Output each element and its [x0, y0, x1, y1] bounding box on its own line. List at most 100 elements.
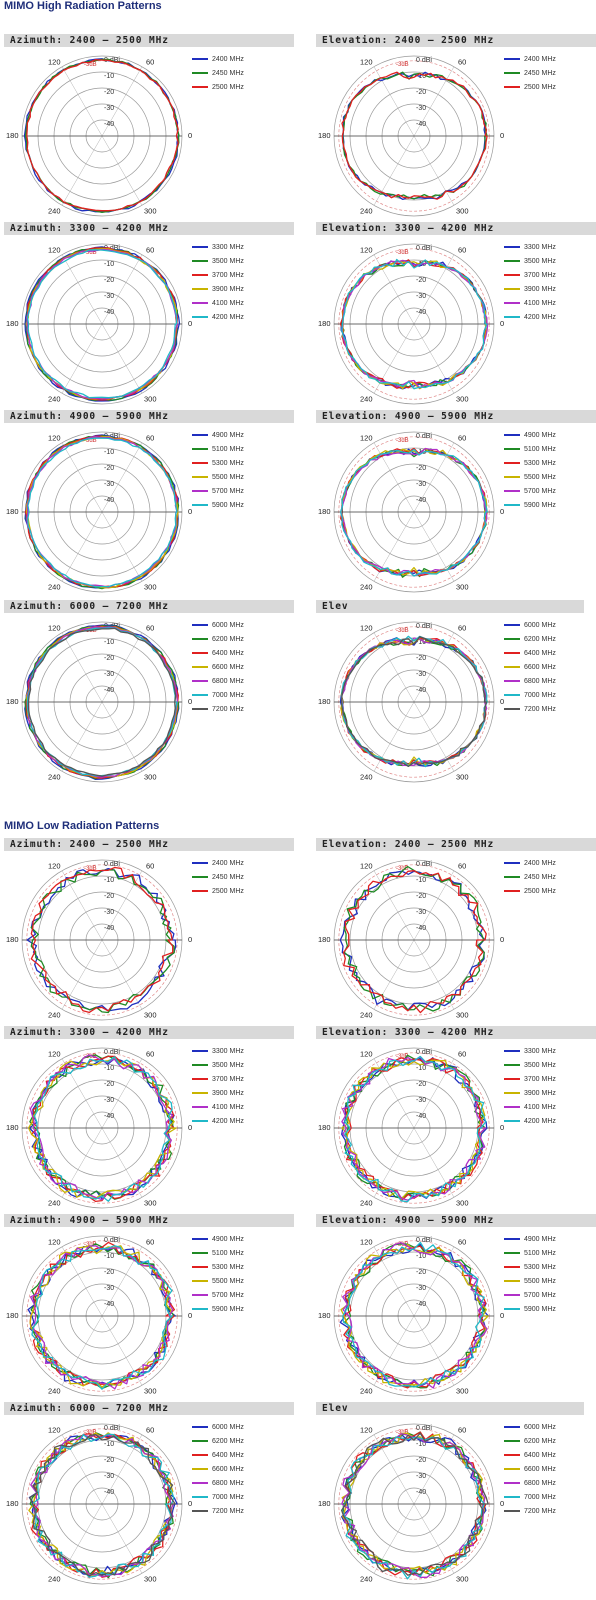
legend-swatch	[192, 1294, 208, 1296]
ring-label: 0 dBi	[416, 1425, 432, 1432]
legend-swatch	[192, 58, 208, 60]
ring-label: -10	[416, 1253, 426, 1260]
chart-legend: 6000 MHz 6200 MHz 6400 MHz 6600 MHz 6800 MHz…	[192, 618, 244, 716]
legend-item: 2500 MHz	[504, 80, 556, 94]
legend-label: 4900 MHz	[524, 1235, 556, 1243]
legend-item: 7200 MHz	[192, 1504, 244, 1518]
ring-label: -30	[104, 105, 114, 112]
chart-title: Azimuth: 4900 – 5900 MHz	[10, 411, 169, 422]
legend-swatch	[192, 862, 208, 864]
chart-title: Elevation: 4900 – 5900 MHz	[322, 411, 495, 422]
angle-label: 120	[360, 1237, 373, 1246]
ring-label: 0 dBi	[416, 245, 432, 252]
legend-item: 2400 MHz	[192, 52, 244, 66]
legend-swatch	[504, 1120, 520, 1122]
legend-label: 3300 MHz	[212, 1047, 244, 1055]
legend-swatch	[192, 1280, 208, 1282]
legend-item: 6200 MHz	[192, 632, 244, 646]
series-line	[342, 1241, 485, 1388]
reference-ring-label: -3dB	[396, 866, 409, 872]
angle-label: 240	[48, 1199, 61, 1208]
chart-title: Elevation: 2400 – 2500 MHz	[322, 35, 495, 46]
legend-item: 6200 MHz	[504, 632, 556, 646]
reference-ring-label: -3dB	[84, 1054, 97, 1060]
chart-legend: 3300 MHz 3500 MHz 3700 MHz 3900 MHz 4100 MHz…	[504, 240, 556, 324]
legend-label: 6000 MHz	[524, 1423, 556, 1431]
reference-ring-label: -3dB	[84, 866, 97, 872]
chart-legend: 4900 MHz 5100 MHz 5300 MHz 5500 MHz 5700 MHz…	[192, 428, 244, 512]
chart-title: Elev	[322, 1403, 349, 1414]
legend-label: 7200 MHz	[212, 1507, 244, 1515]
legend-swatch	[504, 72, 520, 74]
legend-label: 5300 MHz	[212, 459, 244, 467]
legend-swatch	[504, 434, 520, 436]
legend-item: 5100 MHz	[504, 1246, 556, 1260]
legend-item: 3900 MHz	[192, 282, 244, 296]
polar-chart-panel: Elevation: 4900 – 5900 MHz 0 dBi -10 -20 -30…	[316, 410, 596, 600]
legend-label: 3300 MHz	[524, 1047, 556, 1055]
chart-legend: 3300 MHz 3500 MHz 3700 MHz 3900 MHz 4100 MHz…	[192, 240, 244, 324]
chart-title: Azimuth: 3300 – 4200 MHz	[10, 1027, 169, 1038]
legend-swatch	[192, 1266, 208, 1268]
series-line	[27, 627, 177, 777]
legend-label: 3900 MHz	[524, 285, 556, 293]
legend-item: 6400 MHz	[192, 1448, 244, 1462]
chart-legend: 2400 MHz 2450 MHz 2500 MHz	[504, 856, 556, 898]
ring-label: -10	[104, 639, 114, 646]
legend-label: 2450 MHz	[524, 69, 556, 77]
ring-label: -10	[416, 73, 426, 80]
angle-label: 0	[188, 697, 192, 706]
ring-label: 0 dBi	[104, 1425, 120, 1432]
chart-title: Elevation: 4900 – 5900 MHz	[322, 1215, 495, 1226]
legend-label: 6600 MHz	[524, 1465, 556, 1473]
legend-item: 5100 MHz	[504, 442, 556, 456]
legend-item: 5500 MHz	[192, 1274, 244, 1288]
ring-label: 0 dBi	[104, 861, 120, 868]
angle-label: 300	[144, 1575, 157, 1584]
angle-label: 60	[146, 57, 154, 66]
panel-title-bar	[316, 838, 596, 851]
legend-swatch	[504, 708, 520, 710]
legend-swatch	[192, 1050, 208, 1052]
chart-title: Azimuth: 6000 – 7200 MHz	[10, 601, 169, 612]
legend-swatch	[504, 694, 520, 696]
legend-item: 3500 MHz	[504, 1058, 556, 1072]
ring-label: -10	[104, 1253, 114, 1260]
ring-label: -20	[104, 893, 114, 900]
legend-label: 2400 MHz	[212, 859, 244, 867]
ring-label: -20	[416, 1081, 426, 1088]
legend-item: 5700 MHz	[504, 484, 556, 498]
legend-swatch	[504, 862, 520, 864]
ring-label: -40	[104, 1113, 114, 1120]
legend-item: 6800 MHz	[192, 1476, 244, 1490]
ring-label: -30	[416, 293, 426, 300]
series-line	[342, 1242, 488, 1389]
angle-label: 60	[458, 1237, 466, 1246]
legend-item: 6600 MHz	[504, 1462, 556, 1476]
legend-label: 2450 MHz	[524, 873, 556, 881]
legend-label: 6200 MHz	[212, 635, 244, 643]
legend-item: 5700 MHz	[192, 1288, 244, 1302]
angle-label: 120	[360, 245, 373, 254]
panel-title-bar	[4, 34, 294, 47]
legend-label: 4100 MHz	[212, 1103, 244, 1111]
legend-label: 5500 MHz	[212, 1277, 244, 1285]
legend-item: 5300 MHz	[504, 1260, 556, 1274]
legend-label: 5500 MHz	[524, 473, 556, 481]
angle-label: 180	[318, 319, 331, 328]
legend-item: 3700 MHz	[504, 1072, 556, 1086]
legend-label: 3500 MHz	[212, 257, 244, 265]
ring-label: -30	[416, 909, 426, 916]
legend-label: 5900 MHz	[524, 501, 556, 509]
angle-label: 60	[458, 1425, 466, 1434]
angle-label: 0	[500, 697, 504, 706]
legend-label: 4200 MHz	[524, 313, 556, 321]
legend-item: 3500 MHz	[192, 1058, 244, 1072]
legend-swatch	[192, 1106, 208, 1108]
angle-label: 60	[146, 1237, 154, 1246]
legend-swatch	[192, 694, 208, 696]
legend-item: 6800 MHz	[504, 674, 556, 688]
